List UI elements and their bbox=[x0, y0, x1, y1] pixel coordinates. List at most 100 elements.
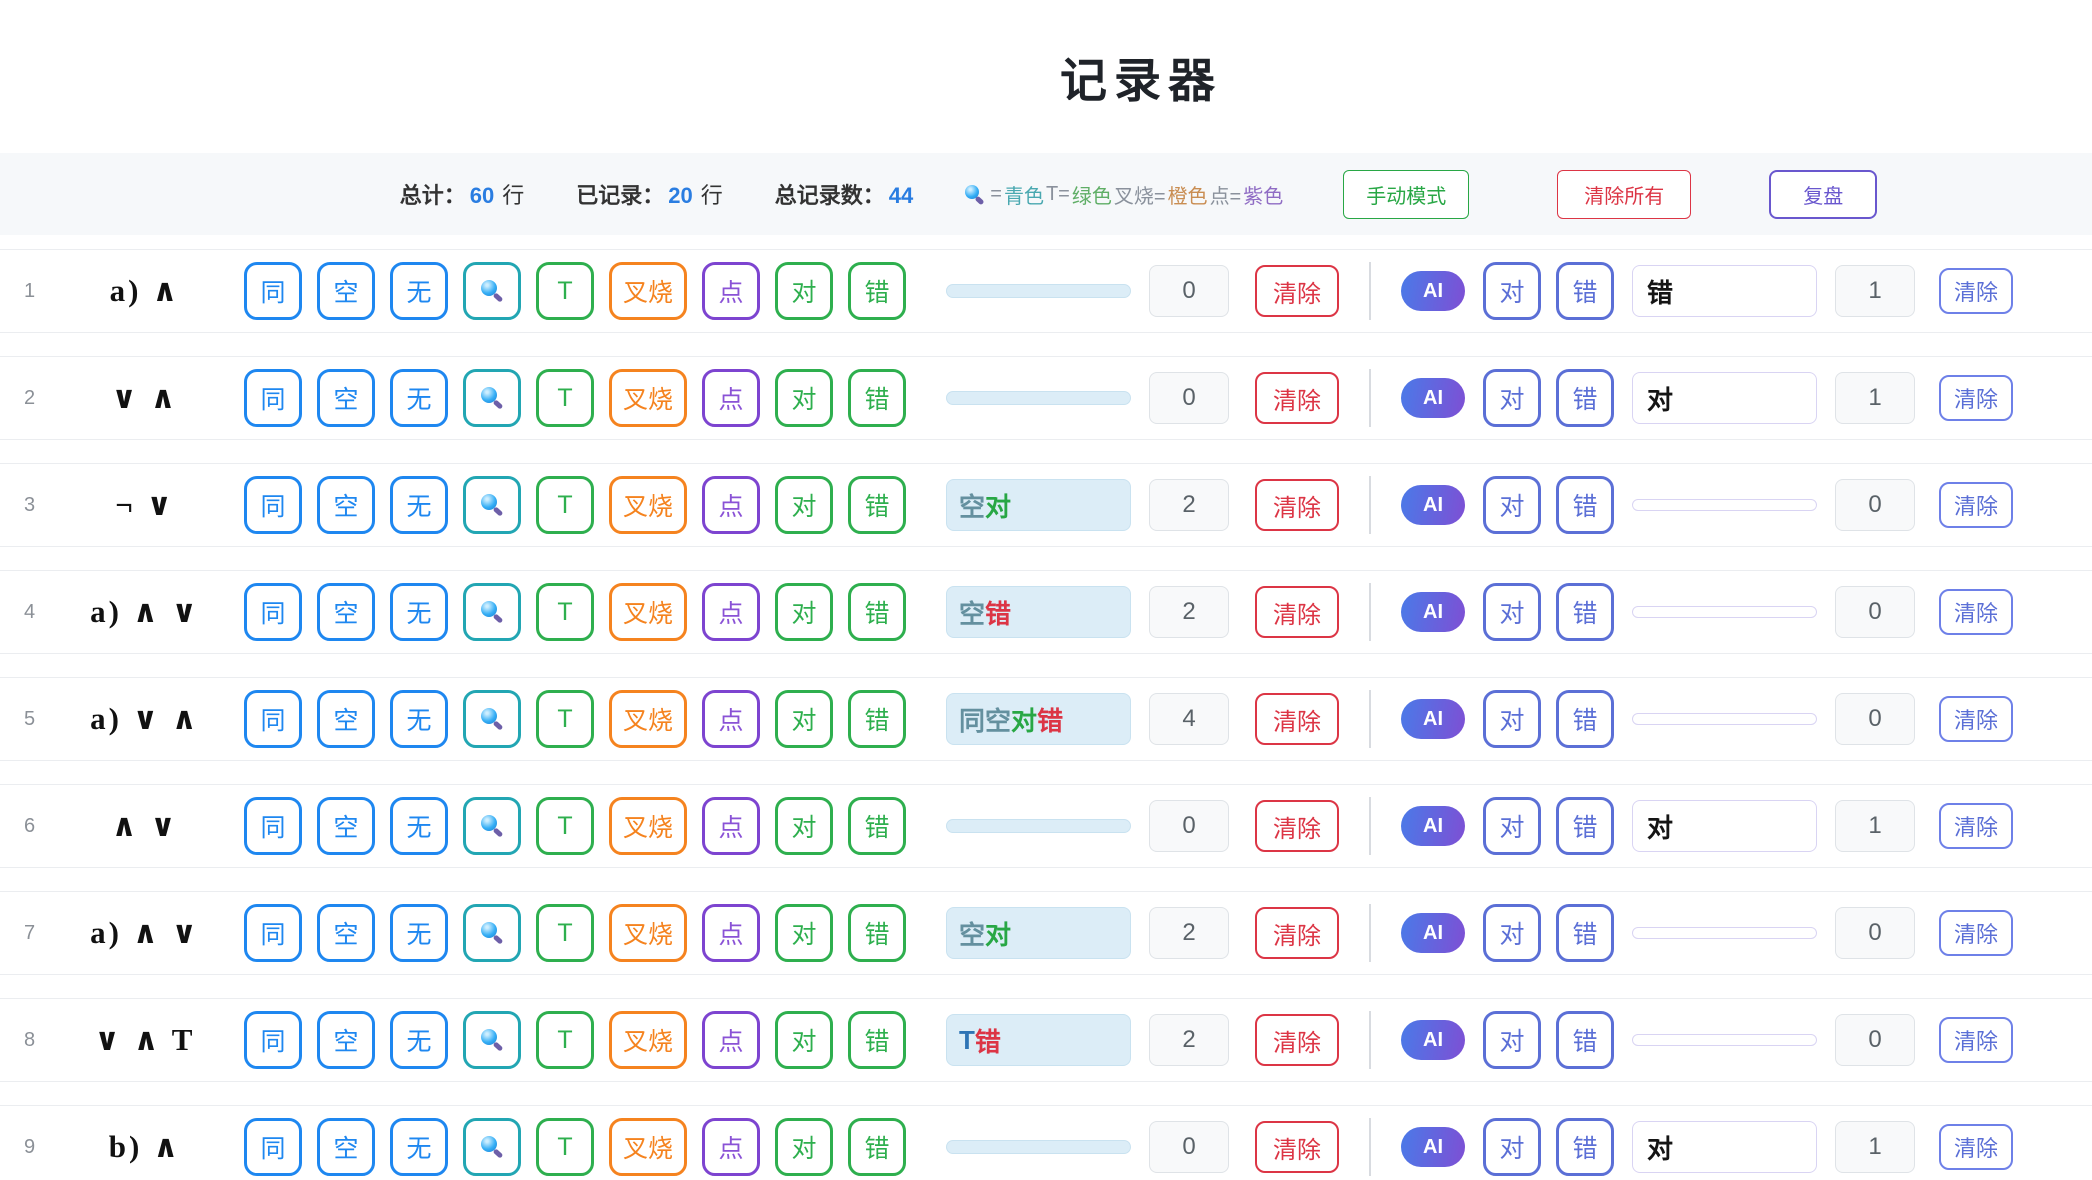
manual-clear-button[interactable]: 清除 bbox=[1255, 586, 1340, 638]
record-button-empty[interactable]: 空 bbox=[317, 1011, 375, 1069]
record-button-none[interactable]: 无 bbox=[390, 1118, 448, 1176]
ai-wrong-button[interactable]: 错 bbox=[1556, 583, 1615, 641]
record-button-dot[interactable]: 点 bbox=[702, 583, 761, 641]
record-button-dot[interactable]: 点 bbox=[702, 1118, 761, 1176]
record-button-correct[interactable]: 对 bbox=[775, 583, 834, 641]
record-button-t[interactable]: T bbox=[536, 904, 594, 962]
record-button-wrong[interactable]: 错 bbox=[848, 904, 907, 962]
ai-correct-button[interactable]: 对 bbox=[1483, 904, 1542, 962]
record-button-wrong[interactable]: 错 bbox=[848, 1011, 907, 1069]
manual-record-field[interactable]: 同空对错 bbox=[946, 693, 1132, 745]
ai-clear-button[interactable]: 清除 bbox=[1939, 803, 2014, 849]
record-button-correct[interactable]: 对 bbox=[775, 1118, 834, 1176]
ai-wrong-button[interactable]: 错 bbox=[1556, 369, 1615, 427]
record-button-dot[interactable]: 点 bbox=[702, 476, 761, 534]
record-button-t[interactable]: T bbox=[536, 262, 594, 320]
manual-record-field[interactable]: 空对 bbox=[946, 479, 1132, 531]
ai-clear-button[interactable]: 清除 bbox=[1939, 1017, 2014, 1063]
record-button-t[interactable]: T bbox=[536, 1011, 594, 1069]
record-button-none[interactable]: 无 bbox=[390, 476, 448, 534]
ai-wrong-button[interactable]: 错 bbox=[1556, 262, 1615, 320]
record-button-t[interactable]: T bbox=[536, 476, 594, 534]
record-button-wrong[interactable]: 错 bbox=[848, 262, 907, 320]
record-button-magnifier[interactable] bbox=[463, 1011, 521, 1069]
record-button-magnifier[interactable] bbox=[463, 1118, 521, 1176]
ai-correct-button[interactable]: 对 bbox=[1483, 1118, 1542, 1176]
record-button-magnifier[interactable] bbox=[463, 476, 521, 534]
manual-clear-button[interactable]: 清除 bbox=[1255, 907, 1340, 959]
record-button-correct[interactable]: 对 bbox=[775, 690, 834, 748]
record-button-correct[interactable]: 对 bbox=[775, 262, 834, 320]
ai-clear-button[interactable]: 清除 bbox=[1939, 482, 2014, 528]
manual-clear-button[interactable]: 清除 bbox=[1255, 372, 1340, 424]
record-button-correct[interactable]: 对 bbox=[775, 797, 834, 855]
record-button-t[interactable]: T bbox=[536, 369, 594, 427]
record-button-empty[interactable]: 空 bbox=[317, 583, 375, 641]
manual-clear-button[interactable]: 清除 bbox=[1255, 1121, 1340, 1173]
replay-button[interactable]: 复盘 bbox=[1769, 169, 1878, 219]
ai-record-field[interactable]: 对 bbox=[1632, 372, 1818, 424]
ai-wrong-button[interactable]: 错 bbox=[1556, 1118, 1615, 1176]
record-button-same[interactable]: 同 bbox=[244, 904, 302, 962]
manual-clear-button[interactable]: 清除 bbox=[1255, 1014, 1340, 1066]
record-button-none[interactable]: 无 bbox=[390, 690, 448, 748]
record-button-same[interactable]: 同 bbox=[244, 797, 302, 855]
manual-mode-button[interactable]: 手动模式 bbox=[1343, 169, 1470, 219]
record-button-same[interactable]: 同 bbox=[244, 1118, 302, 1176]
ai-record-field[interactable] bbox=[1632, 499, 1818, 511]
record-button-chashao[interactable]: 叉烧 bbox=[609, 583, 688, 641]
record-button-chashao[interactable]: 叉烧 bbox=[609, 690, 688, 748]
ai-record-field[interactable] bbox=[1632, 713, 1818, 725]
ai-clear-button[interactable]: 清除 bbox=[1939, 589, 2014, 635]
record-button-empty[interactable]: 空 bbox=[317, 369, 375, 427]
ai-wrong-button[interactable]: 错 bbox=[1556, 797, 1615, 855]
record-button-same[interactable]: 同 bbox=[244, 369, 302, 427]
manual-clear-button[interactable]: 清除 bbox=[1255, 693, 1340, 745]
record-button-wrong[interactable]: 错 bbox=[848, 369, 907, 427]
record-button-correct[interactable]: 对 bbox=[775, 369, 834, 427]
record-button-dot[interactable]: 点 bbox=[702, 797, 761, 855]
record-button-none[interactable]: 无 bbox=[390, 797, 448, 855]
manual-clear-button[interactable]: 清除 bbox=[1255, 265, 1340, 317]
record-button-correct[interactable]: 对 bbox=[775, 1011, 834, 1069]
ai-correct-button[interactable]: 对 bbox=[1483, 583, 1542, 641]
record-button-chashao[interactable]: 叉烧 bbox=[609, 1118, 688, 1176]
ai-record-field[interactable]: 错 bbox=[1632, 265, 1818, 317]
clear-all-button[interactable]: 清除所有 bbox=[1557, 169, 1692, 219]
record-button-wrong[interactable]: 错 bbox=[848, 690, 907, 748]
record-button-correct[interactable]: 对 bbox=[775, 904, 834, 962]
ai-record-field[interactable] bbox=[1632, 606, 1818, 618]
record-button-wrong[interactable]: 错 bbox=[848, 476, 907, 534]
record-button-empty[interactable]: 空 bbox=[317, 904, 375, 962]
record-button-chashao[interactable]: 叉烧 bbox=[609, 369, 688, 427]
record-button-empty[interactable]: 空 bbox=[317, 262, 375, 320]
record-button-empty[interactable]: 空 bbox=[317, 476, 375, 534]
record-button-empty[interactable]: 空 bbox=[317, 1118, 375, 1176]
record-button-none[interactable]: 无 bbox=[390, 904, 448, 962]
record-button-chashao[interactable]: 叉烧 bbox=[609, 1011, 688, 1069]
record-button-empty[interactable]: 空 bbox=[317, 797, 375, 855]
record-button-same[interactable]: 同 bbox=[244, 476, 302, 534]
record-button-none[interactable]: 无 bbox=[390, 262, 448, 320]
record-button-dot[interactable]: 点 bbox=[702, 904, 761, 962]
record-button-dot[interactable]: 点 bbox=[702, 690, 761, 748]
ai-record-field[interactable]: 对 bbox=[1632, 1121, 1818, 1173]
ai-correct-button[interactable]: 对 bbox=[1483, 797, 1542, 855]
record-button-magnifier[interactable] bbox=[463, 797, 521, 855]
record-button-none[interactable]: 无 bbox=[390, 583, 448, 641]
record-button-magnifier[interactable] bbox=[463, 583, 521, 641]
record-button-magnifier[interactable] bbox=[463, 690, 521, 748]
ai-clear-button[interactable]: 清除 bbox=[1939, 1124, 2014, 1170]
record-button-t[interactable]: T bbox=[536, 1118, 594, 1176]
record-button-t[interactable]: T bbox=[536, 797, 594, 855]
ai-wrong-button[interactable]: 错 bbox=[1556, 1011, 1615, 1069]
ai-record-field[interactable] bbox=[1632, 927, 1818, 939]
manual-record-field[interactable] bbox=[946, 391, 1132, 405]
record-button-wrong[interactable]: 错 bbox=[848, 797, 907, 855]
ai-clear-button[interactable]: 清除 bbox=[1939, 268, 2014, 314]
record-button-none[interactable]: 无 bbox=[390, 1011, 448, 1069]
record-button-dot[interactable]: 点 bbox=[702, 262, 761, 320]
ai-correct-button[interactable]: 对 bbox=[1483, 262, 1542, 320]
record-button-same[interactable]: 同 bbox=[244, 690, 302, 748]
ai-wrong-button[interactable]: 错 bbox=[1556, 904, 1615, 962]
